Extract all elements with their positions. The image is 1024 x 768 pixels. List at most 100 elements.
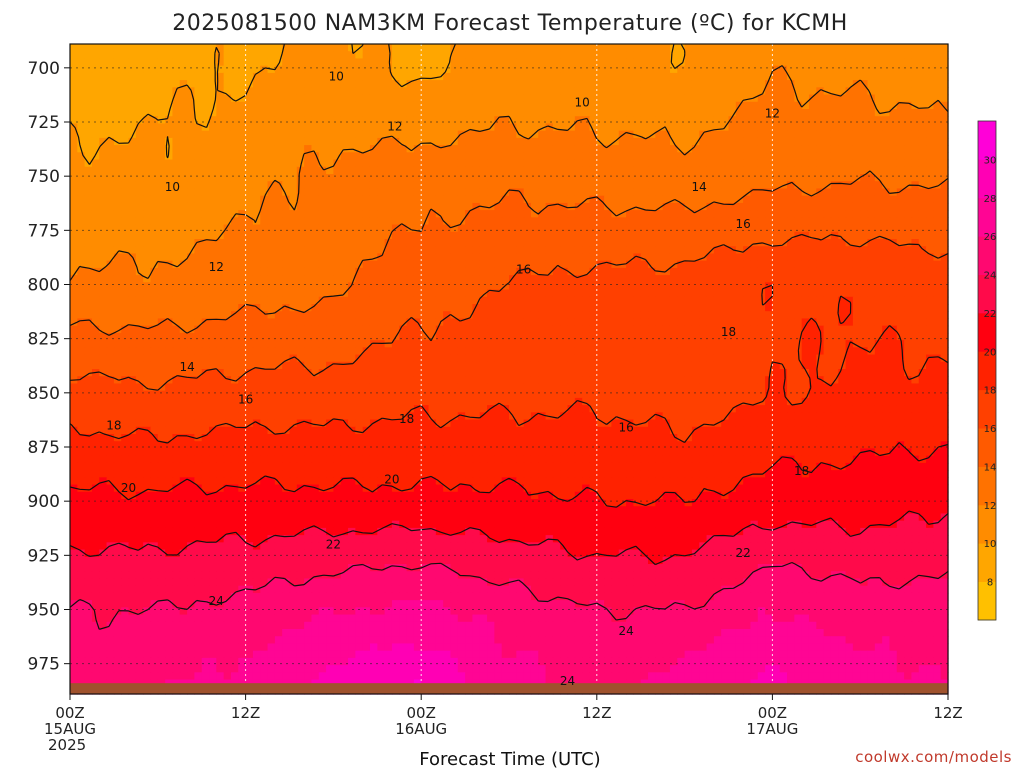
temperature-cell	[311, 65, 320, 74]
temperature-cell	[435, 311, 444, 320]
temperature-cell	[728, 94, 737, 103]
temperature-cell	[604, 325, 613, 334]
temperature-cell	[304, 210, 313, 218]
temperature-cell	[765, 267, 773, 276]
temperature-cell	[611, 253, 620, 262]
temperature-cell	[801, 210, 810, 218]
temperature-cell	[852, 275, 861, 283]
temperature-cell	[384, 51, 393, 60]
temperature-cell	[860, 260, 869, 269]
temperature-cell	[494, 188, 503, 197]
temperature-cell	[421, 246, 430, 255]
temperature-cell	[128, 174, 137, 182]
temperature-cell	[706, 166, 715, 175]
temperature-cell	[823, 152, 832, 161]
temperature-cell	[399, 282, 408, 291]
temperature-cell	[662, 130, 671, 139]
temperature-cell	[391, 145, 400, 153]
temperature-cell	[245, 311, 254, 320]
temperature-cell	[435, 44, 444, 52]
temperature-cell	[443, 224, 452, 233]
temperature-cell	[150, 101, 159, 110]
temperature-cell	[823, 195, 832, 204]
temperature-cell	[296, 195, 305, 204]
temperature-cell	[596, 80, 605, 88]
temperature-cell	[428, 202, 437, 211]
temperature-cell	[472, 304, 481, 312]
temperature-cell	[274, 123, 283, 132]
temperature-cell	[216, 282, 225, 291]
temperature-cell	[413, 152, 422, 161]
temperature-cell	[830, 116, 839, 125]
temperature-cell	[99, 181, 108, 190]
temperature-cell	[135, 289, 144, 298]
temperature-cell	[179, 159, 188, 168]
temperature-cell	[874, 174, 883, 182]
temperature-cell	[187, 166, 195, 175]
temperature-cell	[552, 181, 561, 190]
temperature-cell	[472, 239, 481, 247]
temperature-cell	[465, 137, 474, 146]
temperature-cell	[296, 152, 305, 161]
temperature-cell	[684, 58, 693, 67]
temperature-cell	[91, 282, 100, 291]
temperature-cell	[260, 340, 269, 348]
temperature-cell	[538, 65, 547, 74]
temperature-cell	[567, 101, 576, 110]
temperature-cell	[260, 217, 269, 226]
temperature-cell	[582, 253, 591, 262]
temperature-cell	[801, 72, 810, 81]
temperature-cell	[940, 72, 949, 81]
temperature-cell	[296, 311, 305, 320]
temperature-cell	[882, 123, 891, 132]
temperature-cell	[135, 109, 144, 117]
temperature-cell	[509, 260, 517, 269]
temperature-cell	[465, 332, 474, 341]
temperature-cell	[567, 109, 576, 117]
temperature-cell	[289, 231, 298, 240]
temperature-cell	[172, 224, 181, 233]
temperature-cell	[684, 188, 693, 197]
temperature-cell	[684, 65, 693, 74]
temperature-cell	[691, 318, 700, 327]
temperature-cell	[230, 123, 239, 132]
temperature-cell	[604, 253, 613, 262]
temperature-cell	[384, 80, 393, 88]
temperature-cell	[106, 332, 115, 341]
temperature-cell	[706, 87, 715, 96]
temperature-cell	[640, 51, 649, 60]
temperature-cell	[640, 188, 649, 197]
temperature-cell	[245, 87, 254, 96]
temperature-cell	[443, 210, 452, 218]
temperature-cell	[289, 145, 298, 153]
temperature-cell	[808, 246, 817, 255]
temperature-cell	[845, 318, 854, 327]
temperature-cell	[230, 145, 239, 153]
temperature-cell	[443, 318, 452, 327]
temperature-cell	[348, 275, 356, 283]
temperature-cell	[845, 44, 854, 52]
temperature-cell	[838, 282, 847, 291]
temperature-cell	[435, 174, 444, 182]
temperature-cell	[172, 101, 181, 110]
temperature-cell	[165, 224, 174, 233]
temperature-cell	[267, 289, 276, 298]
temperature-cell	[633, 51, 642, 60]
temperature-cell	[852, 318, 861, 327]
temperature-cell	[245, 224, 254, 233]
temperature-cell	[318, 159, 327, 168]
temperature-cell	[735, 87, 744, 96]
temperature-cell	[552, 116, 561, 125]
temperature-cell	[501, 304, 510, 312]
temperature-cell	[494, 304, 503, 312]
temperature-cell	[457, 58, 466, 67]
temperature-cell	[874, 94, 883, 103]
temperature-cell	[582, 174, 591, 182]
temperature-cell	[516, 231, 525, 240]
temperature-cell	[296, 116, 305, 125]
temperature-cell	[267, 282, 276, 291]
temperature-cell	[728, 260, 737, 269]
temperature-cell	[735, 275, 744, 283]
temperature-cell	[655, 166, 664, 175]
temperature-cell	[523, 217, 532, 226]
